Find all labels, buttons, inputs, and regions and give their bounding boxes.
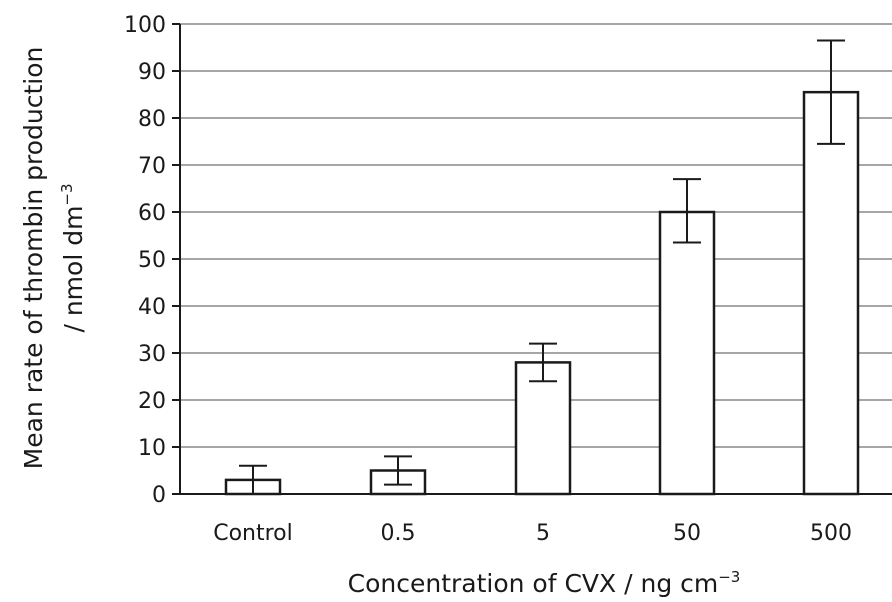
y-axis-title-line2-superscript: −3 — [58, 183, 76, 205]
y-axis-title-line1: Mean rate of thrombin production — [19, 47, 48, 470]
error-bar — [673, 178, 701, 244]
y-tick-label: 50 — [138, 248, 166, 273]
error-bar — [239, 464, 267, 494]
bar — [658, 210, 716, 496]
y-axis-title-line2-main: / nmol dm — [59, 206, 88, 333]
y-tick-label: 70 — [138, 154, 166, 179]
bar — [802, 90, 860, 496]
y-tick-label: 90 — [138, 60, 166, 85]
y-tick-label: 40 — [138, 295, 166, 320]
y-axis-title: Mean rate of thrombin production / nmol … — [19, 47, 88, 470]
y-axis-ticks: 0 10 20 30 40 50 60 70 80 90 100 — [124, 13, 180, 508]
error-bar — [529, 342, 557, 383]
x-axis-title-superscript: −3 — [718, 568, 740, 586]
gridlines — [180, 23, 892, 448]
error-bar — [384, 455, 412, 486]
y-axis-title-line2: / nmol dm−3 — [58, 183, 88, 332]
y-tick-label: 10 — [138, 436, 166, 461]
y-tick-label: 30 — [138, 342, 166, 367]
x-axis-title-main: Concentration of CVX / ng cm — [348, 569, 719, 598]
bar — [514, 361, 572, 496]
y-tick-label: 0 — [152, 483, 166, 508]
y-tick-label: 100 — [124, 13, 166, 38]
bars — [224, 90, 860, 496]
x-tick-label: 50 — [673, 521, 701, 546]
x-axis-title: Concentration of CVX / ng cm−3 — [348, 568, 741, 598]
y-tick-label: 80 — [138, 107, 166, 132]
x-tick-label: 0.5 — [381, 521, 416, 546]
y-tick-label: 60 — [138, 201, 166, 226]
x-tick-label: Control — [213, 521, 293, 546]
x-axis-ticks: Control 0.5 5 50 500 — [213, 521, 852, 546]
x-tick-label: 500 — [810, 521, 852, 546]
x-tick-label: 5 — [536, 521, 550, 546]
error-bars — [239, 39, 845, 494]
y-tick-label: 20 — [138, 389, 166, 414]
error-bar — [817, 39, 845, 145]
